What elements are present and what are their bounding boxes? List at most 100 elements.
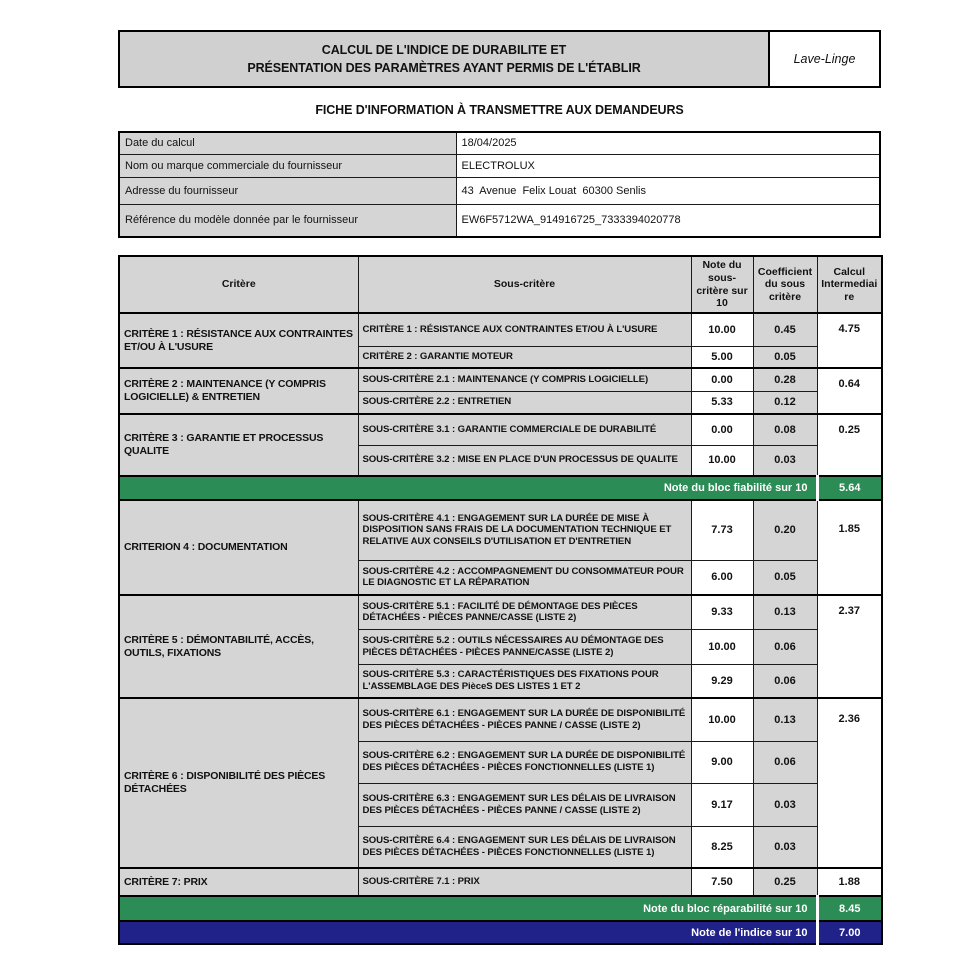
coefficient-value: 0.06 — [752, 628, 818, 665]
subcriterion-label: SOUS-CRITÈRE 6.1 : ENGAGEMENT SUR LA DUR… — [357, 697, 692, 742]
info-label-supplier-address: Adresse du fournisseur — [118, 176, 457, 205]
table-row: SOUS-CRITÈRE 4.2 : ACCOMPAGNEMENT DU CON… — [119, 559, 882, 596]
subcriterion-label: SOUS-CRITÈRE 6.2 : ENGAGEMENT SUR LA DUR… — [357, 740, 692, 784]
table-row: SOUS-CRITÈRE 6.4 : ENGAGEMENT SUR LES DÉ… — [119, 825, 882, 869]
subcriterion-label: CRITÈRE 2 : GARANTIE MOTEUR — [357, 345, 692, 369]
reliability-total-row: Note du bloc fiabilité sur 10 5.64 — [118, 475, 883, 501]
criterion-3-name: CRITÈRE 3 : GARANTIE ET PROCESSUS QUALIT… — [118, 413, 359, 477]
coefficient-value: 0.03 — [752, 444, 818, 477]
note-value: 10.00 — [690, 444, 754, 477]
intermediate-calc-value: 4.75 — [816, 312, 883, 369]
note-value: 5.00 — [690, 345, 754, 369]
coefficient-value: 0.25 — [752, 867, 818, 897]
coefficient-value: 0.05 — [752, 559, 818, 596]
repairability-total-row: Note du bloc réparabilité sur 10 8.45 — [118, 895, 883, 922]
criterion-7-name: CRITÈRE 7: PRIX — [118, 867, 359, 897]
note-value: 10.00 — [690, 628, 754, 665]
subcriterion-label: CRITÈRE 1 : RÉSISTANCE AUX CONTRAINTES E… — [357, 312, 692, 347]
table-row: SOUS-CRITÈRE 6.3 : ENGAGEMENT SUR LES DÉ… — [119, 782, 882, 827]
table-row: CRITÈRE 3 : GARANTIE ET PROCESSUS QUALIT… — [118, 413, 883, 477]
note-value: 0.00 — [690, 367, 754, 392]
title-line-1: CALCUL DE L'INDICE DE DURABILITE ET — [321, 42, 567, 57]
index-total-label: Note de l'indice sur 10 — [118, 920, 819, 945]
subcriterion-label: SOUS-CRITÈRE 6.3 : ENGAGEMENT SUR LES DÉ… — [357, 782, 692, 827]
subcriterion-label: SOUS-CRITÈRE 2.1 : MAINTENANCE (Y COMPRI… — [357, 367, 692, 392]
intermediate-calc-value: 0.64 — [816, 367, 883, 415]
info-value-date: 18/04/2025 — [455, 131, 881, 155]
coefficient-value: 0.03 — [752, 825, 818, 869]
subcriterion-label: SOUS-CRITÈRE 5.3 : CARACTÉRISTIQUES DES … — [357, 663, 692, 699]
table-row: Référence du modèle donnée par le fourni… — [118, 203, 881, 238]
document-page: CALCUL DE L'INDICE DE DURABILITE ET PRÉS… — [118, 30, 883, 945]
info-label-model-reference: Référence du modèle donnée par le fourni… — [118, 203, 457, 238]
coefficient-value: 0.06 — [752, 663, 818, 699]
col-header-critere: Critère — [118, 255, 359, 314]
table-row: CRITÈRE 7: PRIX SOUS-CRITÈRE 7.1 : PRIX … — [118, 867, 883, 897]
intermediate-calc-value: 2.36 — [816, 697, 883, 869]
coefficient-value: 0.45 — [752, 312, 818, 347]
col-header-calcul: Calcul Intermediaire — [816, 255, 883, 314]
coefficient-value: 0.20 — [752, 499, 818, 561]
info-value-model-reference: EW6F5712WA_914916725_7333394020778 — [455, 203, 881, 238]
subcriterion-label: SOUS-CRITÈRE 3.2 : MISE EN PLACE D'UN PR… — [357, 444, 692, 477]
note-value: 8.25 — [690, 825, 754, 869]
intermediate-calc-value: 1.88 — [816, 867, 883, 897]
criterion-4-name: CRITERION 4 : DOCUMENTATION — [118, 499, 359, 596]
product-type-label: Lave-Linge — [770, 32, 879, 86]
table-row: Nom ou marque commerciale du fournisseur… — [118, 153, 881, 178]
coefficient-value: 0.03 — [752, 782, 818, 827]
note-value: 0.00 — [690, 413, 754, 446]
coefficient-value: 0.12 — [752, 390, 818, 415]
intermediate-calc-value: 1.85 — [816, 499, 883, 596]
note-value: 7.50 — [690, 867, 754, 897]
col-header-note: Note du sous-critère sur 10 — [690, 255, 754, 314]
criterion-2-name: CRITÈRE 2 : MAINTENANCE (Y COMPRIS LOGIC… — [118, 367, 359, 415]
document-subtitle: FICHE D'INFORMATION À TRANSMETTRE AUX DE… — [315, 103, 684, 117]
note-value: 9.17 — [690, 782, 754, 827]
document-title: CALCUL DE L'INDICE DE DURABILITE ET PRÉS… — [120, 32, 770, 86]
table-row: CRITERION 4 : DOCUMENTATION SOUS-CRITÈRE… — [118, 499, 883, 596]
subcriterion-label: SOUS-CRITÈRE 2.2 : ENTRETIEN — [357, 390, 692, 415]
subcriterion-label: SOUS-CRITÈRE 5.2 : OUTILS NÉCESSAIRES AU… — [357, 628, 692, 665]
note-value: 9.29 — [690, 663, 754, 699]
index-total-value: 7.00 — [816, 920, 883, 945]
table-row: CRITÈRE 6 : DISPONIBILITÉ DES PIÈCES DÉT… — [118, 697, 883, 869]
reliability-total-label: Note du bloc fiabilité sur 10 — [118, 475, 819, 501]
table-row: SOUS-CRITÈRE 6.2 : ENGAGEMENT SUR LA DUR… — [119, 740, 882, 784]
title-line-2: PRÉSENTATION DES PARAMÈTRES AYANT PERMIS… — [247, 61, 641, 75]
table-row: Date du calcul 18/04/2025 — [118, 131, 881, 155]
info-value-supplier-name: ELECTROLUX — [455, 153, 881, 178]
subcriterion-label: SOUS-CRITÈRE 4.2 : ACCOMPAGNEMENT DU CON… — [357, 559, 692, 596]
document-header: CALCUL DE L'INDICE DE DURABILITE ET PRÉS… — [118, 30, 881, 88]
coefficient-value: 0.06 — [752, 740, 818, 784]
supplier-info-table: Date du calcul 18/04/2025 Nom ou marque … — [118, 131, 881, 238]
table-row: Adresse du fournisseur 43 Avenue Felix L… — [118, 176, 881, 205]
info-label-supplier-name: Nom ou marque commerciale du fournisseur — [118, 153, 457, 178]
coefficient-value: 0.08 — [752, 413, 818, 446]
note-value: 9.00 — [690, 740, 754, 784]
note-value: 7.73 — [690, 499, 754, 561]
criterion-6-name: CRITÈRE 6 : DISPONIBILITÉ DES PIÈCES DÉT… — [118, 697, 359, 869]
coefficient-value: 0.13 — [752, 697, 818, 742]
note-value: 9.33 — [690, 594, 754, 630]
subcriterion-label: SOUS-CRITÈRE 6.4 : ENGAGEMENT SUR LES DÉ… — [357, 825, 692, 869]
repairability-total-value: 8.45 — [816, 895, 883, 922]
coefficient-value: 0.05 — [752, 345, 818, 369]
coefficient-value: 0.13 — [752, 594, 818, 630]
subcriterion-label: SOUS-CRITÈRE 7.1 : PRIX — [357, 867, 692, 897]
info-label-date: Date du calcul — [118, 131, 457, 155]
reliability-total-value: 5.64 — [816, 475, 883, 501]
subcriterion-label: SOUS-CRITÈRE 3.1 : GARANTIE COMMERCIALE … — [357, 413, 692, 446]
note-value: 10.00 — [690, 312, 754, 347]
criterion-5-name: CRITÈRE 5 : DÉMONTABILITÉ, ACCÈS, OUTILS… — [118, 594, 359, 699]
subcriterion-label: SOUS-CRITÈRE 4.1 : ENGAGEMENT SUR LA DUR… — [357, 499, 692, 561]
table-row: SOUS-CRITÈRE 2.2 : ENTRETIEN 5.33 0.12 — [119, 390, 882, 415]
coefficient-value: 0.28 — [752, 367, 818, 392]
criterion-1-name: CRITÈRE 1 : RÉSISTANCE AUX CONTRAINTES E… — [118, 312, 359, 369]
table-row: CRITÈRE 5 : DÉMONTABILITÉ, ACCÈS, OUTILS… — [118, 594, 883, 699]
table-row: SOUS-CRITÈRE 3.2 : MISE EN PLACE D'UN PR… — [119, 444, 882, 477]
info-value-supplier-address: 43 Avenue Felix Louat 60300 Senlis — [455, 176, 881, 205]
table-row: CRITÈRE 2 : MAINTENANCE (Y COMPRIS LOGIC… — [118, 367, 883, 415]
col-header-sous-critere: Sous-critère — [357, 255, 692, 314]
criteria-table: Critère Sous-critère Note du sous-critèr… — [118, 255, 883, 945]
